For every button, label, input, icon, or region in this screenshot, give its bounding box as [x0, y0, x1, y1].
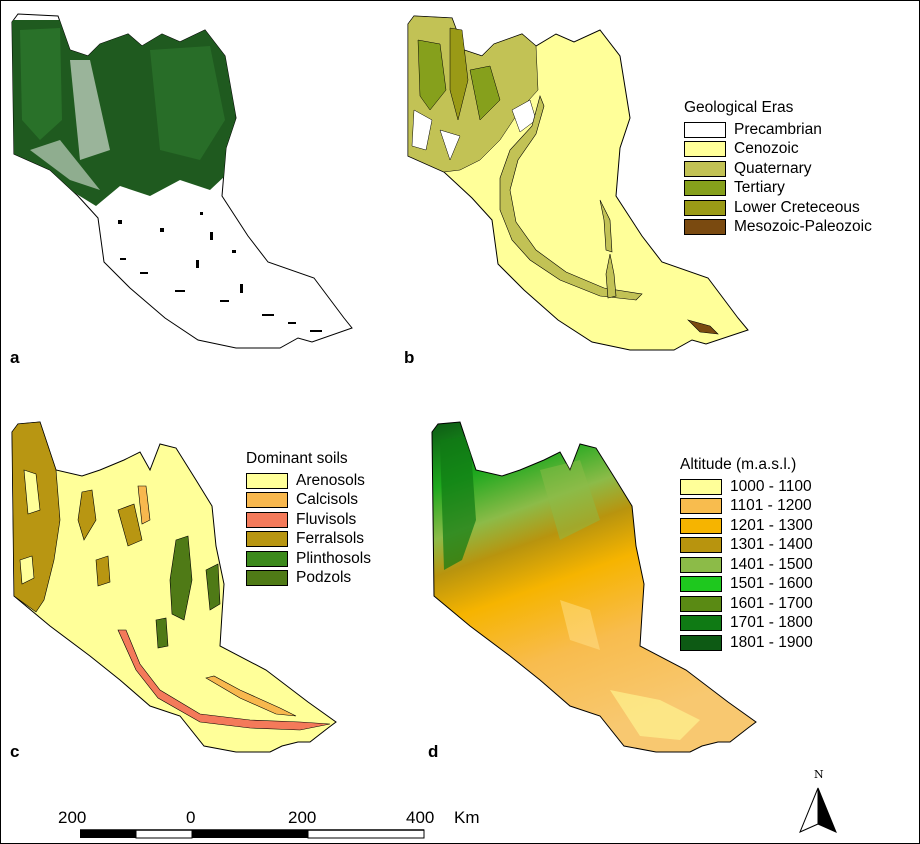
legend-item: 1000 - 1100 [680, 477, 813, 497]
legend-item: 1701 - 1800 [680, 614, 813, 634]
legend-swatch [680, 576, 722, 593]
legend-label: 1601 - 1700 [730, 594, 813, 612]
panel-letter-c: c [10, 742, 20, 761]
legend-label: 1401 - 1500 [730, 555, 813, 573]
legend-item: 1201 - 1300 [680, 516, 813, 536]
legend-item: 1401 - 1500 [680, 555, 813, 575]
legend-label: Mesozoic-Paleozoic [734, 218, 872, 236]
legend-swatch [684, 141, 726, 158]
legend-swatch [246, 472, 288, 489]
legend-item: Tertiary [684, 179, 872, 199]
map-panel-d [431, 421, 757, 753]
scale-tick-label: 200 [288, 808, 317, 827]
legend-title: Dominant soils [246, 450, 348, 467]
legend-label: 1101 - 1200 [730, 497, 812, 515]
legend-title: Geological Eras [684, 99, 794, 116]
legend-swatch [684, 219, 726, 236]
legend-item: Lower Creteceous [684, 198, 872, 218]
legend-item: Plinthosols [246, 549, 371, 569]
legend-item: 1101 - 1200 [680, 497, 813, 517]
legend-label: Cenozoic [734, 140, 799, 158]
legend-label: 1301 - 1400 [730, 536, 813, 554]
legend-label: Podzols [296, 569, 352, 587]
legend-item: 1301 - 1400 [680, 536, 813, 556]
legend-item: Cenozoic [684, 140, 872, 160]
legend-label: Quaternary [734, 159, 812, 177]
legend-item: Mesozoic-Paleozoic [684, 218, 872, 238]
panel-letter-d: d [428, 742, 439, 761]
legend-item: Precambrian [684, 120, 872, 140]
legend-swatch [246, 511, 288, 528]
legend-swatch [680, 556, 722, 573]
legend-swatch [680, 498, 722, 515]
panel-letter-b: b [404, 348, 415, 367]
map-panel-b [407, 15, 749, 351]
legend-item: Calcisols [246, 491, 371, 511]
legend-swatch [246, 531, 288, 548]
legend-swatch [680, 537, 722, 554]
legend-label: Arenosols [296, 471, 365, 489]
legend-label: 1201 - 1300 [730, 516, 813, 534]
legend-swatch [680, 517, 722, 534]
panel-letter-a: a [10, 348, 20, 367]
legend-swatch [684, 160, 726, 177]
legend-soils: Dominant soils Arenosols Calcisols Fluvi… [246, 450, 371, 588]
scale-tick-label: 200 [58, 808, 87, 827]
map-panel-a [11, 13, 353, 349]
scale-tick-label: 400 [406, 808, 435, 827]
legend-item: Arenosols [246, 471, 371, 491]
legend-label: Calcisols [296, 491, 359, 509]
scale-unit-label: Km [454, 808, 480, 827]
north-arrow-icon [799, 787, 837, 833]
scale-bar [80, 829, 425, 839]
legend-label: Ferralsols [296, 530, 365, 548]
scale-tick-label: 0 [186, 808, 196, 827]
legend-label: Lower Creteceous [734, 198, 860, 216]
legend-label: Tertiary [734, 179, 785, 197]
legend-swatch [684, 199, 726, 216]
legend-swatch [246, 492, 288, 509]
legend-item: Fluvisols [246, 510, 371, 530]
legend-swatch [680, 634, 722, 651]
legend-swatch [246, 570, 288, 587]
legend-swatch [246, 550, 288, 567]
legend-swatch [680, 478, 722, 495]
legend-item: 1601 - 1700 [680, 594, 813, 614]
legend-item: Podzols [246, 569, 371, 589]
legend-swatch [684, 121, 726, 138]
legend-label: 1801 - 1900 [730, 633, 813, 651]
legend-swatch [680, 615, 722, 632]
map-panel-c [11, 421, 337, 753]
north-label: N [814, 768, 824, 781]
legend-title: Altitude (m.a.s.l.) [680, 456, 797, 473]
legend-swatch [680, 595, 722, 612]
legend-item: Quaternary [684, 159, 872, 179]
legend-swatch [684, 180, 726, 197]
legend-geology: Geological Eras Precambrian Cenozoic Qua… [684, 99, 872, 237]
legend-label: 1701 - 1800 [730, 614, 813, 632]
legend-altitude: Altitude (m.a.s.l.) 1000 - 1100 1101 - 1… [680, 456, 813, 653]
legend-label: 1501 - 1600 [730, 575, 813, 593]
legend-item: 1501 - 1600 [680, 575, 813, 595]
legend-label: Precambrian [734, 120, 822, 138]
legend-item: 1801 - 1900 [680, 633, 813, 653]
legend-label: Plinthosols [296, 549, 371, 567]
legend-label: 1000 - 1100 [730, 477, 812, 495]
legend-label: Fluvisols [296, 510, 357, 528]
legend-item: Ferralsols [246, 530, 371, 550]
